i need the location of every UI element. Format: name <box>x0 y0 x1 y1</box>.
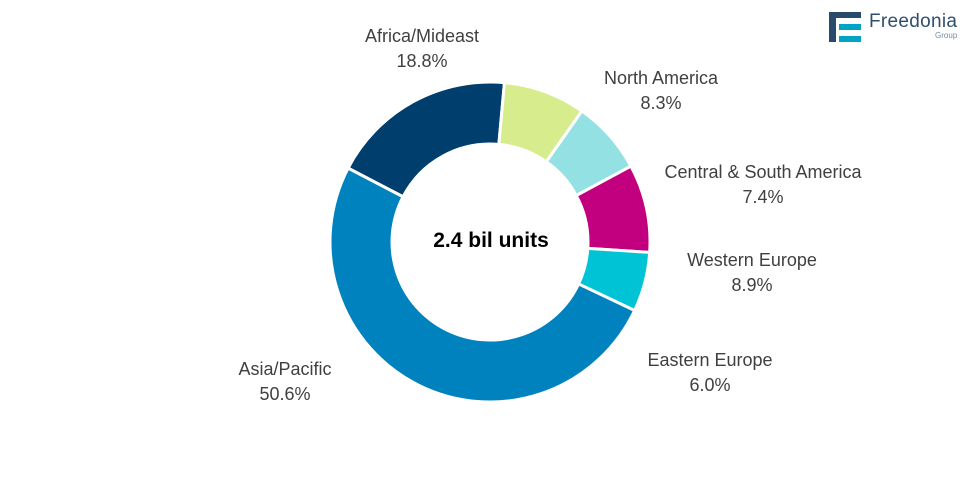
label-value: 7.4% <box>742 187 784 207</box>
label-value: 6.0% <box>689 375 731 395</box>
label-value: 8.3% <box>640 93 682 113</box>
label-eastern-europe: Eastern Europe 6.0% <box>647 348 772 398</box>
label-value: 50.6% <box>259 384 311 404</box>
label-name: Western Europe <box>687 250 817 270</box>
donut-slice-asia-pacific <box>328 166 637 404</box>
label-central-south-america: Central & South America 7.4% <box>664 160 861 210</box>
label-north-america: North America 8.3% <box>604 66 718 116</box>
label-africa-mideast: Africa/Mideast 18.8% <box>365 24 479 74</box>
center-total-label: 2.4 bil units <box>433 229 549 252</box>
label-name: Asia/Pacific <box>238 359 332 379</box>
freedonia-logo: Freedonia Group <box>829 12 957 42</box>
label-name: North America <box>603 68 719 88</box>
label-name: Africa/Mideast <box>364 26 480 46</box>
label-asia-pacific: Asia/Pacific 50.6% <box>238 357 331 407</box>
label-western-europe: Western Europe 8.9% <box>687 248 817 298</box>
label-name: Eastern Europe <box>647 350 773 370</box>
freedonia-f-mark-icon <box>829 12 861 42</box>
label-value: 18.8% <box>396 51 448 71</box>
label-value: 8.9% <box>731 275 773 295</box>
logo-name: Freedonia <box>869 11 958 32</box>
logo-sub: Group <box>935 31 958 40</box>
label-name: Central & South America <box>664 162 862 182</box>
